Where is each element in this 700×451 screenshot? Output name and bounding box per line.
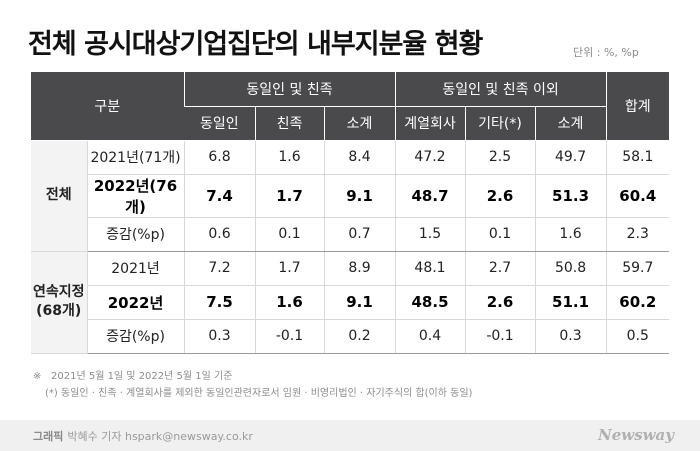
cell: 7.4 bbox=[183, 174, 256, 218]
group-label-all: 전체 bbox=[31, 140, 87, 252]
cell: 2.6 bbox=[464, 174, 536, 218]
header-group-others: 동일인 및 친족 이외 bbox=[394, 72, 607, 107]
cell: 1.7 bbox=[254, 251, 325, 286]
header-subtotal-1: 소계 bbox=[323, 106, 396, 141]
header-category: 구분 bbox=[31, 72, 185, 141]
cell: 0.1 bbox=[464, 217, 536, 252]
cell: 48.1 bbox=[394, 251, 466, 286]
cell: 51.1 bbox=[534, 285, 607, 320]
cell: 0.1 bbox=[254, 217, 325, 252]
cell: 0.4 bbox=[394, 319, 466, 354]
header-owner: 동일인 bbox=[184, 106, 256, 141]
group-label-consecutive: 연속지정 (68개) bbox=[31, 251, 87, 354]
cell: 48.5 bbox=[394, 285, 466, 320]
cell: 0.2 bbox=[323, 319, 396, 354]
footnotes: ※ 2021년 5월 1일 및 2022년 5월 1일 기준 (*) 동일인 · … bbox=[33, 368, 472, 402]
cell: 9.1 bbox=[323, 174, 396, 218]
cell: 7.2 bbox=[183, 251, 256, 286]
row-label: 2021년 bbox=[86, 251, 185, 286]
cell: 59.7 bbox=[605, 251, 670, 286]
group-label-line2: (68개) bbox=[36, 303, 82, 319]
header-affiliates: 계열회사 bbox=[394, 106, 466, 141]
header-family: 친족 bbox=[254, 106, 325, 141]
cell: 60.2 bbox=[605, 285, 670, 320]
cell: 2.6 bbox=[464, 285, 536, 320]
cell: 60.4 bbox=[605, 174, 670, 218]
cell: 7.5 bbox=[183, 285, 256, 320]
cell: 51.3 bbox=[534, 174, 607, 218]
row-label: 2022년 bbox=[86, 285, 185, 320]
row-label: 2021년(71개) bbox=[86, 140, 185, 175]
cell: 0.7 bbox=[323, 217, 396, 252]
note-mark: ※ bbox=[33, 371, 42, 382]
cell: 49.7 bbox=[534, 140, 607, 175]
newsway-logo: Newsway bbox=[598, 426, 674, 444]
footer-bar: 그래픽 박혜수 기자 hspark@newsway.co.kr Newsway bbox=[0, 420, 700, 451]
title-row: 전체 공시대상기업집단의 내부지분율 현황 단위 : %, %p bbox=[0, 22, 700, 62]
page-title: 전체 공시대상기업집단의 내부지분율 현황 bbox=[28, 29, 483, 60]
header-other: 기타(*) bbox=[464, 106, 536, 141]
table-row: 2022년(76개) 7.4 1.7 9.1 48.7 2.6 51.3 60.… bbox=[31, 174, 670, 218]
cell: 2.7 bbox=[464, 251, 536, 286]
header-total: 합계 bbox=[605, 72, 670, 141]
row-label: 2022년(76개) bbox=[86, 174, 185, 218]
cell: 2.5 bbox=[464, 140, 536, 175]
credit: 그래픽 박혜수 기자 hspark@newsway.co.kr bbox=[33, 428, 253, 444]
header-group-owner-family: 동일인 및 친족 bbox=[183, 72, 396, 107]
cell: 2.3 bbox=[605, 217, 670, 252]
footnote-basis: ※ 2021년 5월 1일 및 2022년 5월 1일 기준 bbox=[33, 368, 472, 385]
row-label: 증감(%p) bbox=[86, 319, 185, 354]
cell: 9.1 bbox=[323, 285, 396, 320]
cell: 1.7 bbox=[254, 174, 325, 218]
cell: 58.1 bbox=[605, 140, 670, 175]
table-row: 증감(%p) 0.3 -0.1 0.2 0.4 -0.1 0.3 0.5 bbox=[31, 319, 670, 354]
cell: 1.6 bbox=[254, 285, 325, 320]
table-row: 증감(%p) 0.6 0.1 0.7 1.5 0.1 1.6 2.3 bbox=[31, 217, 670, 252]
cell: 48.7 bbox=[394, 174, 466, 218]
credit-text: 박혜수 기자 hspark@newsway.co.kr bbox=[67, 430, 253, 443]
cell: 0.3 bbox=[183, 319, 256, 354]
credit-label: 그래픽 bbox=[33, 430, 64, 443]
cell: 6.8 bbox=[183, 140, 256, 175]
table-row: 전체 2021년(71개) 6.8 1.6 8.4 47.2 2.5 49.7 … bbox=[31, 140, 670, 252]
cell: 1.6 bbox=[254, 140, 325, 175]
cell: 8.9 bbox=[323, 251, 396, 286]
cell: 0.3 bbox=[534, 319, 607, 354]
table-row: 연속지정 (68개) 2021년 7.2 1.7 8.9 48.1 2.7 50… bbox=[31, 251, 670, 354]
cell: 50.8 bbox=[534, 251, 607, 286]
row-label: 증감(%p) bbox=[86, 217, 185, 252]
cell: -0.1 bbox=[464, 319, 536, 354]
footnote-other: (*) 동일인 · 친족 · 계열회사를 제외한 동일인관련자로서 임원 · 비… bbox=[45, 388, 473, 399]
cell: 1.5 bbox=[394, 217, 466, 252]
header-subtotal-2: 소계 bbox=[534, 106, 607, 141]
table-row: 2022년 7.5 1.6 9.1 48.5 2.6 51.1 60.2 bbox=[31, 285, 670, 320]
group-label-line1: 연속지정 bbox=[32, 284, 85, 300]
cell: 0.6 bbox=[183, 217, 256, 252]
footnote-basis-text: 2021년 5월 1일 및 2022년 5월 1일 기준 bbox=[51, 371, 233, 382]
cell: 1.6 bbox=[534, 217, 607, 252]
ownership-table: 구분 동일인 및 친족 동일인 및 친족 이외 합계 동일인 친족 소계 계열회… bbox=[31, 72, 670, 354]
unit-label: 단위 : %, %p bbox=[573, 46, 639, 59]
cell: 8.4 bbox=[323, 140, 396, 175]
cell: 0.5 bbox=[605, 319, 670, 354]
cell: 47.2 bbox=[394, 140, 466, 175]
cell: -0.1 bbox=[254, 319, 325, 354]
